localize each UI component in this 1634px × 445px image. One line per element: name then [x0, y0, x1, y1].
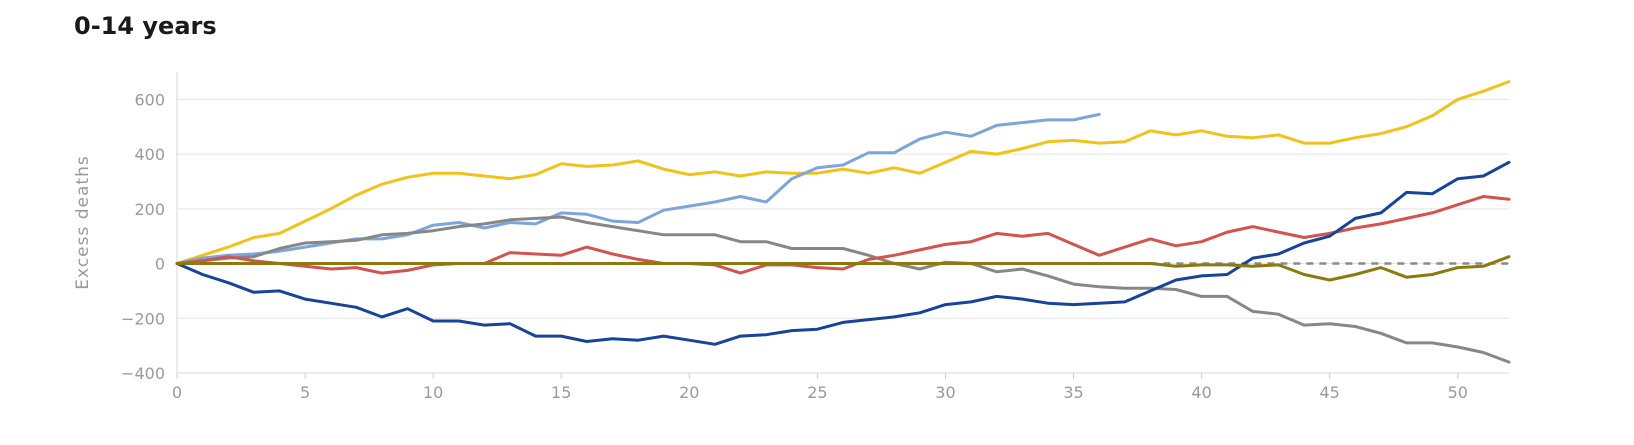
series-line-6 — [175, 255, 1511, 282]
x-tick-label: 35 — [1063, 383, 1083, 402]
x-tick-label: 10 — [423, 383, 443, 402]
x-tick-label: 40 — [1191, 383, 1211, 402]
x-tick-label: 0 — [172, 383, 182, 402]
series-line-4 — [175, 195, 1511, 275]
x-tick-label: 20 — [679, 383, 699, 402]
x-tick-label: 30 — [935, 383, 955, 402]
x-tick-label: 25 — [807, 383, 827, 402]
y-tick-label: 0 — [155, 255, 165, 274]
series-line-1 — [175, 80, 1511, 265]
y-tick-label: −200 — [121, 309, 165, 328]
y-tick-label: 400 — [134, 145, 165, 164]
x-tick-label: 45 — [1320, 383, 1340, 402]
y-axis-label: Excess deaths — [73, 155, 93, 289]
x-tick-label: 5 — [300, 383, 310, 402]
x-tick-label: 50 — [1448, 383, 1468, 402]
x-tick-label: 15 — [551, 383, 571, 402]
y-tick-label: 600 — [134, 90, 165, 109]
series-line-3 — [175, 215, 1511, 364]
y-tick-label: −400 — [121, 364, 165, 383]
series-line-5 — [175, 160, 1511, 346]
chart-title: 0-14 years — [74, 12, 217, 40]
y-tick-label: 200 — [134, 200, 165, 219]
